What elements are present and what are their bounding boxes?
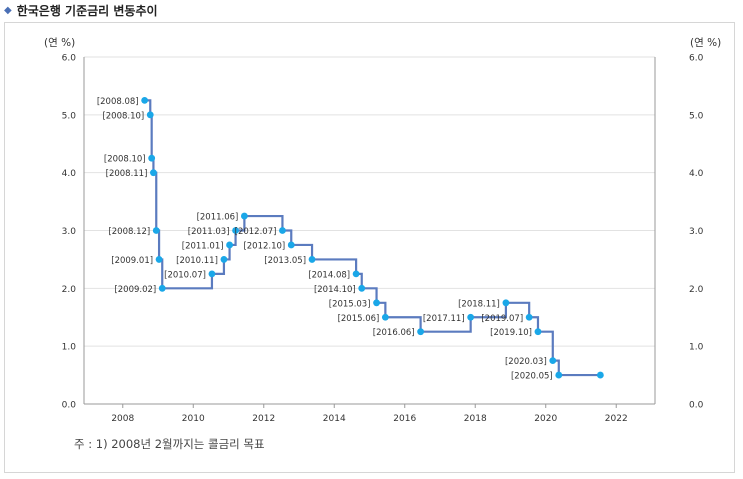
rate-point-label: [2020.03] (505, 357, 547, 367)
rate-point-label: [2015.03] (329, 299, 371, 309)
x-tick-label: 2008 (111, 414, 134, 424)
rate-point-marker (226, 241, 233, 249)
rate-point-marker (279, 227, 286, 234)
diamond-bullet-icon: ◆ (4, 4, 12, 16)
rate-point-label: [2020.05] (511, 372, 553, 382)
rate-point-marker (152, 227, 160, 234)
rate-point-label: [2011.06] (197, 213, 239, 223)
rate-point-marker (220, 256, 228, 263)
rate-point-label: [2013.05] (264, 256, 306, 266)
rate-point-marker (373, 299, 380, 307)
rate-point-marker (352, 270, 360, 278)
rate-point-label: [2017.11] (423, 314, 465, 324)
rate-point-label: [2009.01] (111, 256, 153, 266)
y-tick-label-right: 4.0 (689, 169, 704, 179)
rate-point-label: [2019.10] (490, 328, 532, 338)
y-tick-label-right: 5.0 (689, 111, 704, 121)
rate-point-marker (240, 212, 248, 220)
y-tick-label-right: 3.0 (689, 227, 704, 237)
y-tick-label-left: 1.0 (62, 343, 77, 353)
y-tick-label-left: 6.0 (62, 54, 77, 64)
rate-point-marker (155, 256, 163, 263)
x-tick-label: 2014 (323, 414, 346, 424)
rate-point-marker (232, 227, 239, 234)
x-tick-label: 2016 (393, 414, 416, 424)
y-tick-label-left: 2.0 (62, 285, 77, 295)
rate-point-label: [2012.10] (243, 241, 285, 251)
rate-point-label: [2011.03] (188, 227, 230, 237)
rate-point-label: [2008.12] (108, 227, 150, 237)
footnote: 주 : 1) 2008년 2월까지는 콜금리 목표 (74, 437, 265, 451)
chart-frame (4, 22, 735, 473)
x-tick-label: 2022 (605, 414, 628, 424)
x-tick-label: 2018 (464, 414, 487, 424)
rate-point-label: [2008.08] (97, 97, 139, 107)
y-unit-label-left: (연 %) (44, 37, 75, 49)
rate-point-marker (381, 313, 389, 321)
rate-point-label: [2016.06] (373, 328, 415, 338)
rate-point-label: [2008.11] (106, 169, 148, 179)
rate-point-marker (141, 96, 149, 104)
rate-point-marker (308, 256, 316, 263)
rate-point-marker (417, 328, 425, 336)
rate-point-marker (148, 154, 156, 162)
rate-point-marker (158, 284, 166, 292)
rate-point-marker (150, 169, 157, 177)
rate-point-marker (534, 328, 542, 336)
rate-point-marker (502, 299, 510, 307)
rate-point-marker (358, 284, 366, 292)
rate-point-label: [2008.10] (104, 155, 146, 165)
rate-point-label: [2014.10] (314, 285, 356, 295)
rate-point-label: [2018.11] (458, 299, 500, 309)
y-tick-label-left: 0.0 (62, 401, 77, 411)
y-tick-label-right: 0.0 (689, 401, 704, 411)
y-tick-label-right: 2.0 (689, 285, 704, 295)
x-tick-label: 2010 (182, 414, 205, 424)
rate-point-marker (525, 313, 533, 321)
rate-point-marker (287, 241, 295, 249)
rate-point-label: [2012.07] (235, 227, 277, 237)
x-tick-label: 2012 (252, 414, 275, 424)
rate-point-label: [2010.11] (176, 256, 218, 266)
title-row: ◆ 한국은행 기준금리 변동추이 (4, 2, 158, 18)
y-tick-label-left: 3.0 (62, 227, 77, 237)
x-tick-label: 2020 (534, 414, 557, 424)
chart-title: 한국은행 기준금리 변동추이 (16, 3, 158, 18)
y-unit-label-right: (연 %) (690, 37, 721, 49)
rate-point-marker (146, 111, 154, 119)
rate-point-label: [2019.07] (481, 314, 523, 324)
rate-point-marker (467, 313, 475, 321)
rate-point-label: [2011.01] (182, 241, 224, 251)
y-tick-label-right: 6.0 (689, 54, 704, 64)
rate-point-label: [2010.07] (164, 270, 206, 280)
y-tick-label-left: 4.0 (62, 169, 77, 179)
rate-point-marker (596, 371, 604, 379)
rate-point-label: [2009.02] (114, 285, 156, 295)
y-tick-label-left: 5.0 (62, 111, 77, 121)
y-tick-label-right: 1.0 (689, 343, 704, 353)
rate-point-marker (555, 371, 563, 379)
rate-point-marker (208, 270, 216, 278)
rate-point-label: [2014.08] (308, 270, 350, 280)
rate-point-label: [2015.06] (338, 314, 380, 324)
rate-point-marker (549, 357, 557, 365)
rate-point-label: [2008.10] (102, 111, 144, 121)
